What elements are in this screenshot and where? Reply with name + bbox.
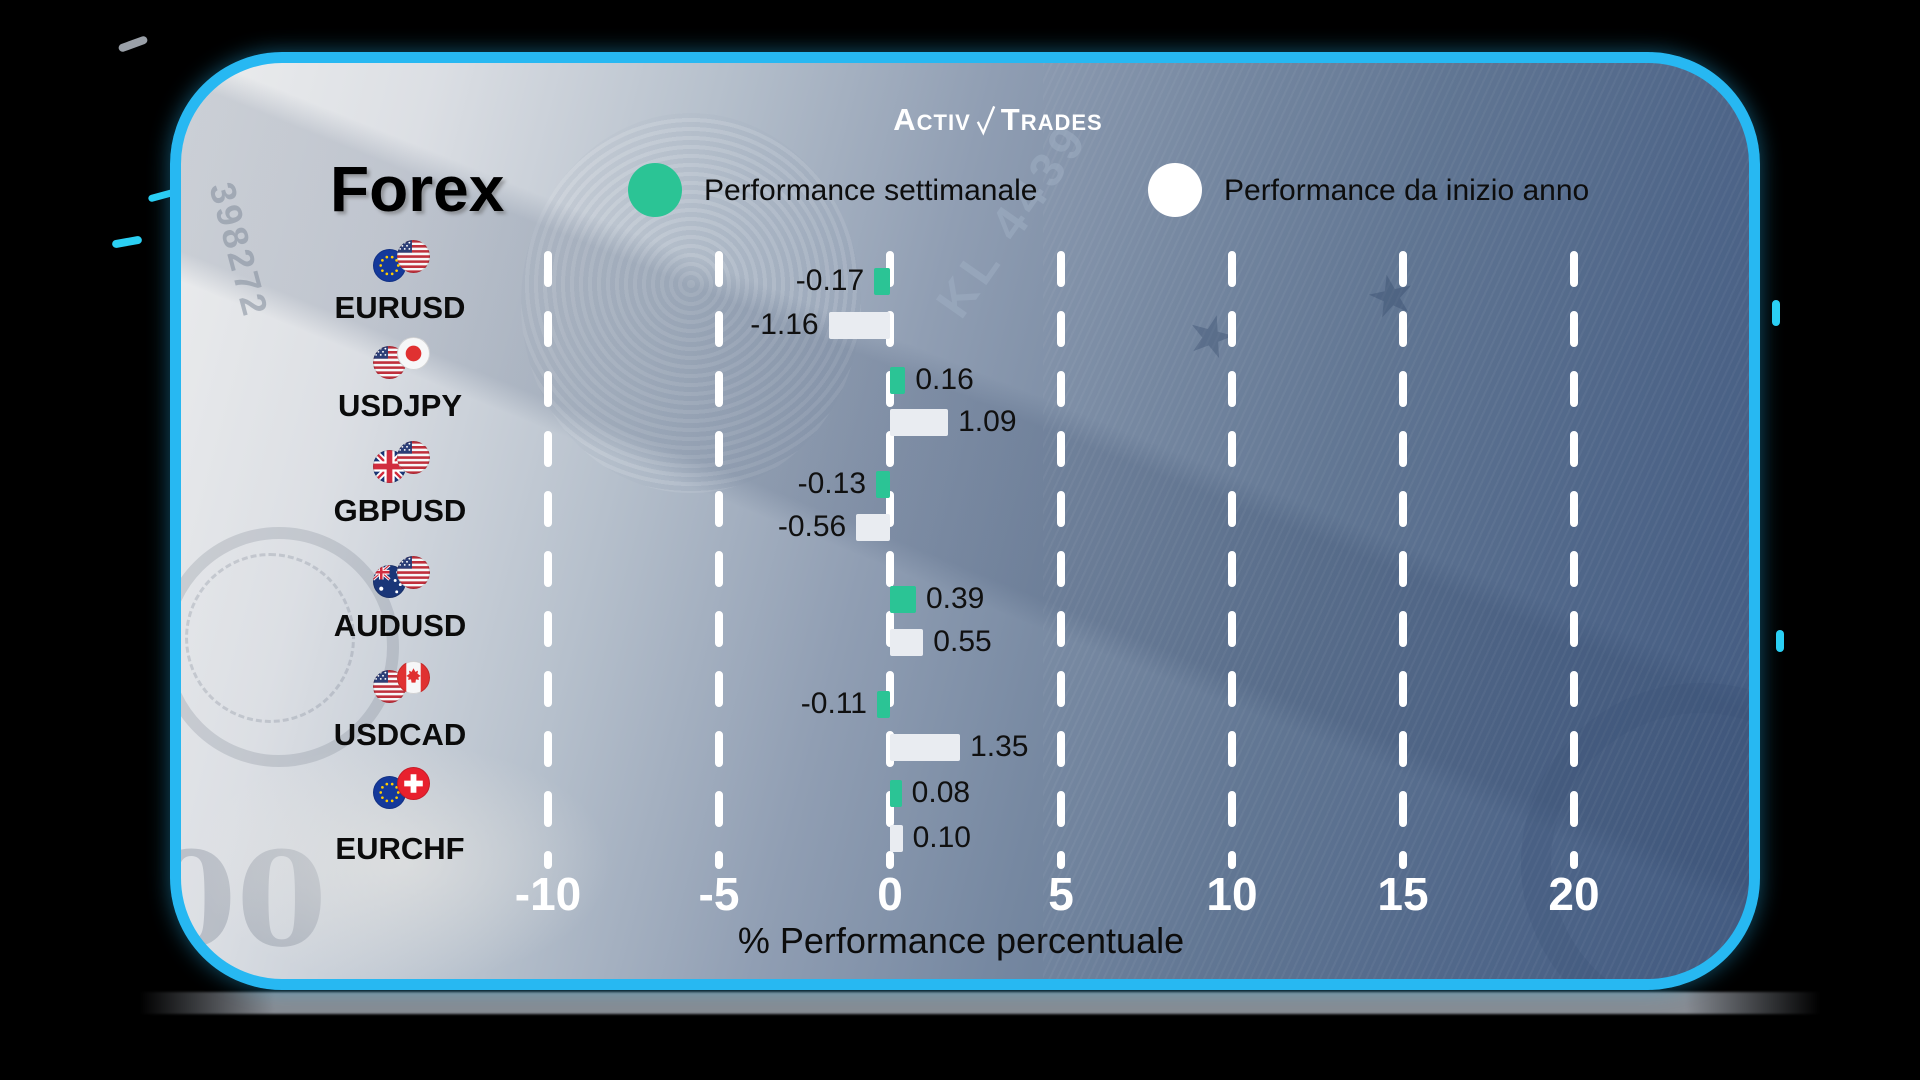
axis-tick-label: -5	[698, 868, 740, 920]
currency-pair-label: GBPUSD	[333, 493, 467, 528]
legend-ytd-label: Performance da inizio anno	[1224, 174, 1590, 207]
ytd-bar-value-label: 1.09	[958, 405, 1017, 438]
legend-ytd-dot-icon	[1148, 163, 1202, 217]
currency-pair-label: USDCAD	[333, 717, 467, 752]
weekly-bar-value-label: 0.08	[911, 776, 971, 809]
brand-logo-check-icon	[976, 105, 996, 136]
ytd-bar-value-label: -0.56	[777, 510, 847, 543]
ytd-bar	[890, 628, 924, 656]
glitch-mark	[1772, 300, 1780, 326]
flag-ca-icon	[396, 660, 430, 699]
brand-logo-trades: Trades	[1000, 102, 1103, 137]
ytd-bar	[890, 733, 961, 761]
currency-pair-label: EURUSD	[334, 290, 466, 325]
brand-logo-activ: Activ	[893, 102, 971, 137]
flag-us-icon	[396, 555, 430, 594]
currency-pair-label: EURCHF	[335, 831, 465, 866]
brand-logo: Activ Trades	[848, 100, 1148, 140]
flag-us-icon	[396, 440, 430, 479]
ytd-bar	[890, 408, 949, 436]
ytd-bar	[828, 311, 890, 339]
currency-pair-label: AUDUSD	[333, 608, 467, 643]
weekly-bar-value-label: -0.13	[797, 467, 867, 500]
axis-tick-label: 5	[1048, 868, 1074, 920]
legend-weekly-dot-icon	[628, 163, 682, 217]
ytd-bar-value-label: 1.35	[970, 730, 1029, 763]
ytd-bar-value-label: 0.55	[933, 625, 992, 658]
weekly-bar	[890, 366, 906, 394]
weekly-bar	[890, 585, 916, 613]
weekly-bar-value-label: 0.39	[925, 582, 985, 615]
flag-ch-icon	[396, 766, 430, 805]
flag-jp-icon	[396, 336, 430, 375]
axis-tick-label: 20	[1548, 868, 1600, 920]
currency-pair-label: USDJPY	[337, 388, 463, 423]
ytd-bar-value-label: 0.10	[912, 821, 971, 854]
page-title: Forex	[330, 153, 505, 225]
ytd-bar-value-label: -1.16	[750, 308, 819, 341]
axis-tick-label: 0	[877, 868, 903, 920]
axis-tick-label: 10	[1206, 868, 1258, 920]
weekly-bar	[876, 690, 890, 718]
x-axis-title: % Performance percentuale	[737, 920, 1185, 961]
weekly-bar	[890, 779, 902, 807]
legend-weekly-label: Performance settimanale	[704, 174, 1038, 207]
ytd-bar	[890, 824, 903, 852]
axis-tick-label: 15	[1377, 868, 1429, 920]
weekly-bar-value-label: -0.11	[800, 687, 867, 720]
ytd-bar	[856, 513, 890, 541]
weekly-bar-value-label: 0.16	[915, 363, 974, 396]
bottom-reflection	[140, 992, 1820, 1014]
weekly-bar	[874, 267, 890, 295]
axis-tick-label: -10	[514, 868, 582, 920]
glitch-mark	[1776, 630, 1784, 652]
flag-us-icon	[396, 239, 430, 278]
weekly-bar-value-label: -0.17	[795, 264, 865, 297]
weekly-bar	[876, 470, 890, 498]
